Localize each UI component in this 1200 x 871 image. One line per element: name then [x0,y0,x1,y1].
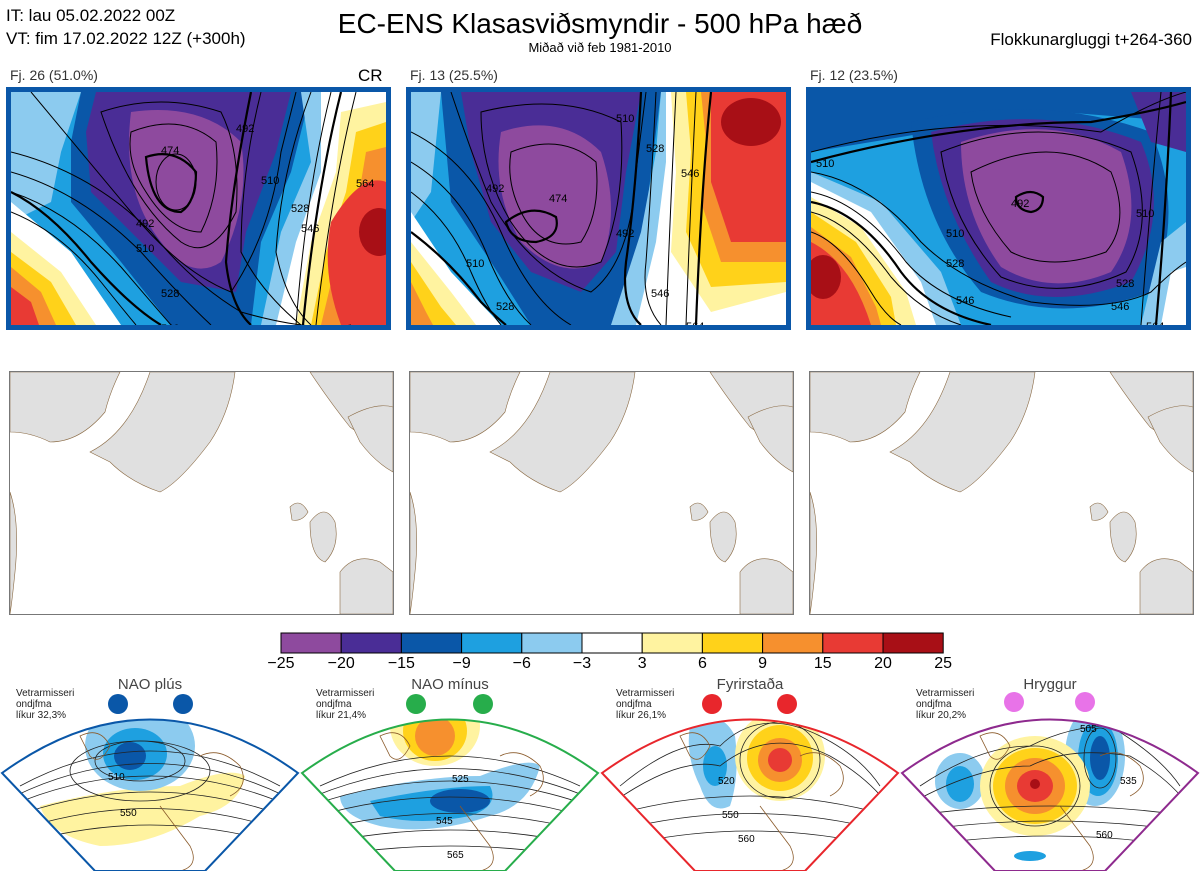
contour-label: 545 [436,816,453,827]
colorbar-tick-label: −25 [267,655,295,672]
contour-label: 510 [946,228,964,240]
contour-label: 564 [356,178,374,190]
cluster-1-label: Fj. 26 (51.0%) [10,67,98,83]
contour-label: 525 [452,774,469,785]
page-subtitle: Miðað við feb 1981-2010 [528,40,672,55]
contour-label: 510 [108,772,125,783]
colorbar-swatch [280,632,342,654]
regime-ridge: Hryggur Vetrarmisseri ondjfma líkur 20,2… [900,676,1200,871]
contour-label: 546 [956,295,974,307]
regime-title: Fyrirstaða [716,676,784,693]
contour-label: 510 [816,158,834,170]
contour-label: 510 [261,175,279,187]
cluster-3-map: 492 510 510 510 528 528 546 546 564 [806,87,1191,330]
contour-label: 474 [161,145,179,157]
contour-label: 528 [291,203,309,215]
colorbar-tick-label: 20 [874,655,892,672]
contour-label: 492 [486,183,504,195]
contour-label: 492 [1011,198,1029,210]
contour-label: 528 [1116,278,1134,290]
regime-nao-plus: NAO plús Vetrarmisseri ondjfma líkur 32,… [0,676,300,871]
colorbar-swatch [340,632,402,654]
classification-window: Flokkunargluggi t+264-360 [990,30,1192,49]
contour-label: 560 [1096,830,1113,841]
contour-label: 492 [616,228,634,240]
regime-note: Vetrarmisseri ondjfma líkur 20,2% [916,688,975,721]
colorbar-tick-label: −3 [572,655,592,672]
colorbar-tick-label: 25 [934,655,953,672]
colorbar-swatch [400,632,463,654]
colorbar-tick-label: 3 [637,655,647,672]
cluster-2-label: Fj. 13 (25.5%) [410,67,498,83]
colorbar-tick-label: 15 [813,655,832,672]
initial-time: IT: lau 05.02.2022 00Z [6,6,176,25]
colorbar-tick-label: −6 [512,655,531,672]
anomaly-map-3 [809,371,1194,615]
contour-label: 546 [681,168,699,180]
cluster-2-map: 474 492 510 528 492 528 510 546 546 564 [406,87,791,330]
cluster-1-map: 474 492 492 510 528 546 510 528 546 564 [6,87,391,330]
colorbar-swatch [822,632,884,654]
colorbar-tick-label: −9 [452,655,471,672]
contour-label: 550 [722,810,739,821]
regime-note: Vetrarmisseri ondjfma líkur 32,3% [16,688,75,721]
contour-label: 528 [946,258,964,270]
anomaly-map-1 [9,371,394,615]
page-title: EC-ENS Klasasviðsmyndir - 500 hPa hæð [337,8,863,39]
regime-note: Vetrarmisseri ondjfma líkur 21,4% [316,688,375,721]
colorbar-swatch [641,632,703,654]
contour-label: 546 [651,288,669,300]
colorbar-swatch [882,632,944,654]
header-info: IT: lau 05.02.2022 00Z VT: fim 17.02.202… [6,4,246,50]
contour-label: 510 [616,113,634,125]
cluster-3-label: Fj. 12 (23.5%) [810,67,898,83]
colorbar-swatch [461,632,523,654]
regime-note: Vetrarmisseri ondjfma líkur 26,1% [616,688,675,721]
contour-label: 510 [136,243,154,255]
contour-label: 564 [1146,321,1164,325]
colorbar-swatch [762,632,824,654]
colorbar-swatch [701,632,764,654]
regime-title: Hryggur [1023,676,1077,693]
contour-label: 505 [1080,724,1097,735]
contour-label: 565 [447,850,464,861]
colorbar-swatch [521,632,583,654]
colorbar-tick-label: −20 [327,655,355,672]
colorbar-tick-label: −15 [387,655,415,672]
valid-time: VT: fim 17.02.2022 12Z (+300h) [6,29,246,48]
colorbar-tick-label: 9 [758,655,768,672]
contour-label: 510 [466,258,484,270]
contour-label: 535 [1120,776,1137,787]
contour-label: 546 [161,323,179,325]
contour-label: 474 [549,193,567,205]
contour-label: 528 [161,288,179,300]
regime-title: NAO plús [117,676,183,693]
contour-label: 510 [1136,208,1154,220]
contour-label: 550 [120,808,137,819]
contour-label: 492 [136,218,154,230]
contour-label: 546 [301,223,319,235]
regime-blocking: Fyrirstaða Vetrarmisseri ondjfma líkur 2… [600,676,900,871]
colorbar [280,632,944,659]
colorbar-tick-label: 6 [697,655,707,672]
anomaly-map-2 [409,371,794,615]
cluster-1-tag: CR [358,66,383,85]
regime-nao-minus: NAO mínus Vetrarmisseri ondjfma líkur 21… [300,676,600,871]
contour-label: 546 [1111,301,1129,313]
contour-label: 560 [738,834,755,845]
contour-label: 564 [686,321,704,325]
contour-label: 528 [496,301,514,313]
colorbar-swatch [581,632,643,654]
contour-label: 528 [646,143,664,155]
contour-label: 520 [718,776,735,787]
contour-label: 492 [236,123,254,135]
regime-title: NAO mínus [411,676,489,693]
